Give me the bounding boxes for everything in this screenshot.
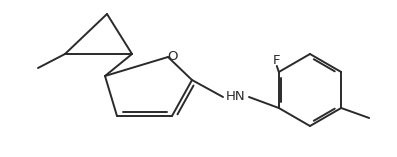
Text: F: F <box>273 54 281 67</box>
Text: O: O <box>168 49 178 62</box>
Text: HN: HN <box>226 90 246 103</box>
